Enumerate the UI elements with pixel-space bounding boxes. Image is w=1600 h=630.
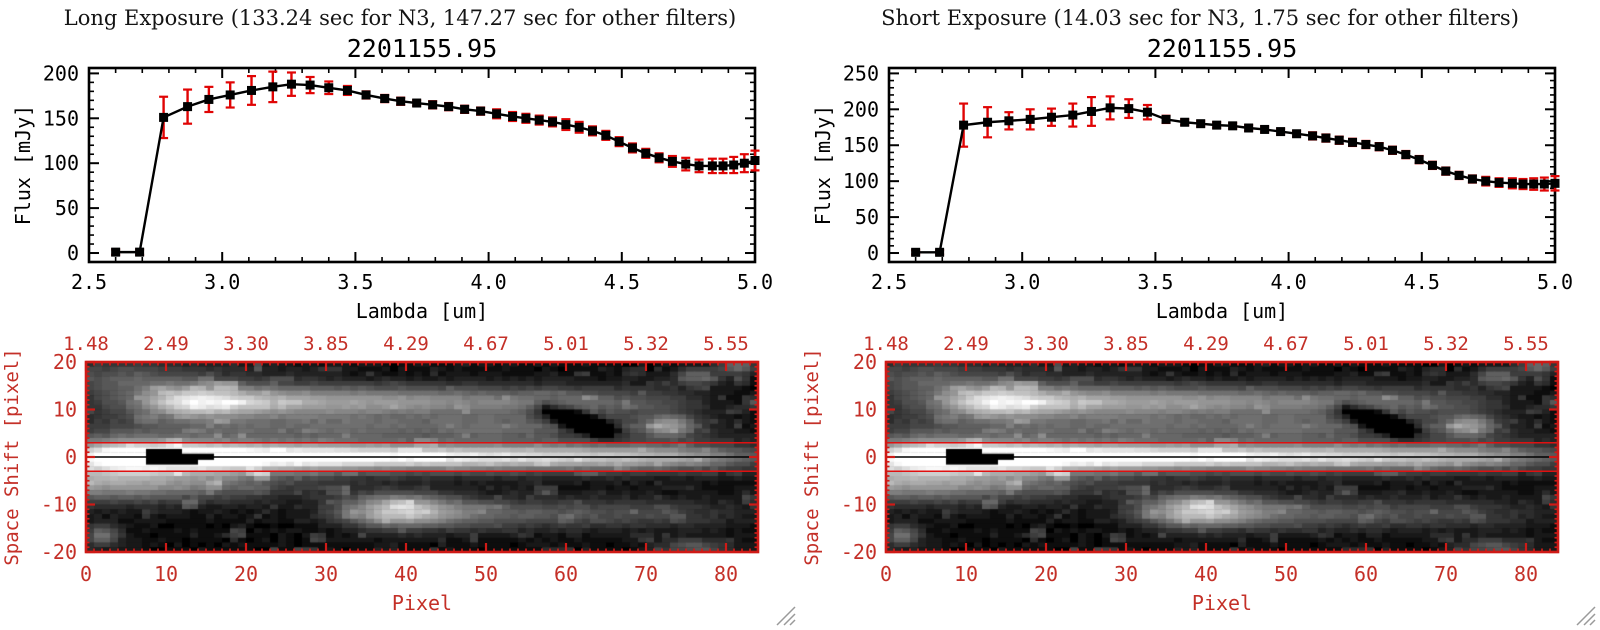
- svg-text:150: 150: [843, 133, 879, 157]
- svg-text:30: 30: [1114, 562, 1138, 586]
- svg-text:5.0: 5.0: [1537, 270, 1573, 294]
- resize-grip-icon[interactable]: [771, 601, 797, 627]
- svg-text:10: 10: [853, 398, 877, 422]
- svg-text:40: 40: [1194, 562, 1218, 586]
- svg-text:Flux [mJy]: Flux [mJy]: [811, 105, 835, 225]
- svg-text:200: 200: [843, 97, 879, 121]
- svg-text:2.49: 2.49: [143, 333, 189, 355]
- svg-text:60: 60: [554, 562, 578, 586]
- svg-text:4.0: 4.0: [1271, 270, 1307, 294]
- svg-text:4.0: 4.0: [471, 270, 507, 294]
- svg-text:50: 50: [55, 196, 79, 220]
- svg-text:4.67: 4.67: [463, 333, 509, 355]
- panel-title: Short Exposure (14.03 sec for N3, 1.75 s…: [881, 6, 1519, 30]
- svg-text:5.32: 5.32: [1423, 333, 1469, 355]
- svg-text:30: 30: [314, 562, 338, 586]
- svg-text:Flux [mJy]: Flux [mJy]: [11, 105, 35, 225]
- svg-text:4.29: 4.29: [1183, 333, 1229, 355]
- flux-spectrum-plot: 2.5 3.0 3.5 4.0 4.5 5.0 0 50 100 150 200 250 Lambda …: [811, 61, 1573, 323]
- svg-text:-20: -20: [841, 540, 877, 564]
- svg-text:-10: -10: [841, 493, 877, 517]
- svg-text:10: 10: [154, 562, 178, 586]
- svg-text:1.48: 1.48: [863, 333, 909, 355]
- svg-text:Pixel: Pixel: [1192, 591, 1252, 615]
- svg-text:0: 0: [865, 445, 877, 469]
- svg-text:5.01: 5.01: [543, 333, 589, 355]
- svg-text:0: 0: [867, 241, 879, 265]
- svg-text:150: 150: [43, 106, 79, 130]
- svg-text:250: 250: [843, 61, 879, 85]
- svg-text:Lambda [um]: Lambda [um]: [1156, 299, 1288, 323]
- svg-text:5.01: 5.01: [1343, 333, 1389, 355]
- svg-text:0: 0: [65, 445, 77, 469]
- svg-text:3.5: 3.5: [1137, 270, 1173, 294]
- svg-text:4.5: 4.5: [1404, 270, 1440, 294]
- panel-short-exposure: Short Exposure (14.03 sec for N3, 1.75 s…: [800, 0, 1600, 630]
- svg-text:100: 100: [843, 169, 879, 193]
- svg-text:50: 50: [1274, 562, 1298, 586]
- svg-text:20: 20: [853, 350, 877, 374]
- resize-grip-icon[interactable]: [1571, 601, 1597, 627]
- svg-text:3.30: 3.30: [1023, 333, 1069, 355]
- svg-text:60: 60: [1354, 562, 1378, 586]
- svg-text:20: 20: [1034, 562, 1058, 586]
- svg-text:3.0: 3.0: [204, 270, 240, 294]
- svg-text:3.30: 3.30: [223, 333, 269, 355]
- svg-text:50: 50: [474, 562, 498, 586]
- svg-text:3.85: 3.85: [303, 333, 349, 355]
- svg-text:50: 50: [855, 205, 879, 229]
- svg-text:200: 200: [43, 61, 79, 85]
- svg-text:70: 70: [634, 562, 658, 586]
- svg-text:4.29: 4.29: [383, 333, 429, 355]
- svg-text:20: 20: [53, 350, 77, 374]
- svg-text:0: 0: [80, 562, 92, 586]
- svg-text:100: 100: [43, 151, 79, 175]
- svg-text:5.0: 5.0: [737, 270, 773, 294]
- svg-text:5.55: 5.55: [703, 333, 749, 355]
- panel-title: Long Exposure (133.24 sec for N3, 147.27…: [63, 6, 737, 30]
- svg-text:4.5: 4.5: [604, 270, 640, 294]
- svg-text:Space Shift [pixel]: Space Shift [pixel]: [1, 348, 23, 565]
- svg-text:70: 70: [1434, 562, 1458, 586]
- svg-text:10: 10: [53, 398, 77, 422]
- svg-text:0: 0: [67, 241, 79, 265]
- svg-text:2.49: 2.49: [943, 333, 989, 355]
- spectral-image-axes: 1.48 2.49 3.30 3.85 4.29 4.67 5.01 5.32 5.55 0 10 2…: [1, 333, 760, 615]
- svg-text:80: 80: [1514, 562, 1538, 586]
- svg-text:3.5: 3.5: [337, 270, 373, 294]
- svg-text:4.67: 4.67: [1263, 333, 1309, 355]
- svg-text:-20: -20: [41, 540, 77, 564]
- svg-text:3.85: 3.85: [1103, 333, 1149, 355]
- svg-text:-10: -10: [41, 493, 77, 517]
- object-id-label: 2201155.95: [1146, 34, 1298, 63]
- svg-text:2.5: 2.5: [71, 270, 107, 294]
- svg-text:40: 40: [394, 562, 418, 586]
- svg-text:80: 80: [714, 562, 738, 586]
- svg-text:10: 10: [954, 562, 978, 586]
- svg-text:Pixel: Pixel: [392, 591, 452, 615]
- svg-text:5.55: 5.55: [1503, 333, 1549, 355]
- svg-text:20: 20: [234, 562, 258, 586]
- object-id-label: 2201155.95: [346, 34, 498, 63]
- flux-spectrum-plot: 2.5 3.0 3.5 4.0 4.5 5.0 0 50 100 150 200 Lambda [um…: [11, 61, 773, 323]
- svg-text:1.48: 1.48: [63, 333, 109, 355]
- svg-text:3.0: 3.0: [1004, 270, 1040, 294]
- spectral-image-axes: 1.48 2.49 3.30 3.85 4.29 4.67 5.01 5.32 5.55 0 10 2…: [801, 333, 1560, 615]
- svg-text:5.32: 5.32: [623, 333, 669, 355]
- svg-text:2.5: 2.5: [871, 270, 907, 294]
- svg-text:Space Shift [pixel]: Space Shift [pixel]: [801, 348, 823, 565]
- svg-text:Lambda [um]: Lambda [um]: [356, 299, 488, 323]
- svg-text:0: 0: [880, 562, 892, 586]
- panel-long-exposure: Long Exposure (133.24 sec for N3, 147.27…: [1, 6, 797, 627]
